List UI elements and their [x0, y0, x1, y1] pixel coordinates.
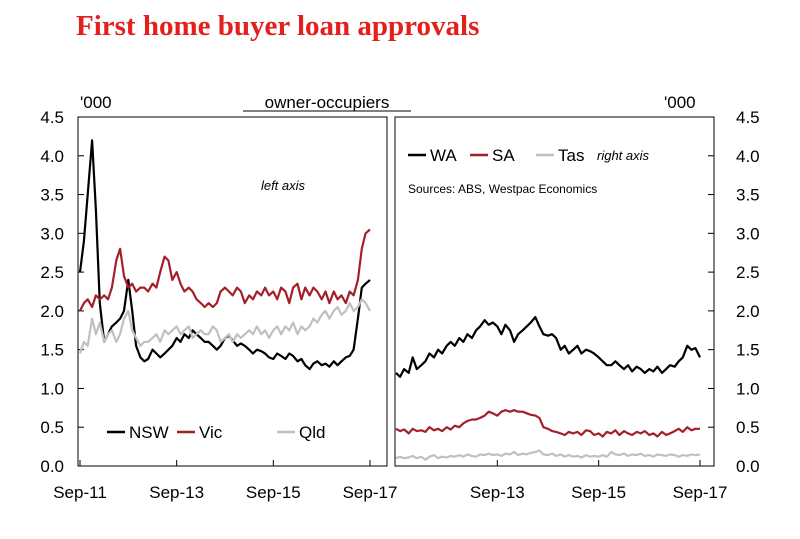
y-tick-label-left: 4.0 [40, 147, 64, 166]
panel-frame-2 [394, 116, 715, 467]
series-line-sa [395, 409, 700, 438]
y-tick-label-right: 4.5 [736, 108, 760, 127]
y-tick-label-left: 3.0 [40, 224, 64, 243]
y-tick-label-right: 3.0 [736, 224, 760, 243]
y-tick-label-right: 0.0 [736, 457, 760, 476]
x-tick-label: Sep-15 [246, 483, 301, 502]
y-tick-label-right: 2.5 [736, 263, 760, 282]
series-line-wa [395, 316, 701, 378]
x-tick-label: Sep-11 [53, 483, 107, 502]
x-tick-label: Sep-13 [149, 483, 204, 502]
panel-frame-1 [77, 116, 388, 467]
legend-label-wa: WA [430, 146, 457, 165]
y-tick-label-left: 1.5 [40, 341, 64, 360]
legend-label-nsw: NSW [129, 423, 169, 442]
y-tick-label-right: 3.5 [736, 186, 760, 205]
legend-label-qld: Qld [299, 423, 325, 442]
series-line-qld [78, 298, 371, 354]
chart-subtitle: owner-occupiers [265, 93, 390, 112]
source-note: Sources: ABS, Westpac Economics [408, 182, 597, 196]
y-tick-label-right: 1.0 [736, 379, 760, 398]
y-tick-label-left: 0.0 [40, 457, 64, 476]
series-line-nsw [78, 139, 371, 371]
series-line-vic [79, 228, 371, 312]
series-line-tas [395, 449, 701, 461]
left-axis-note: left axis [261, 178, 306, 193]
legend-label-vic: Vic [199, 423, 223, 442]
y-tick-label-left: 4.5 [40, 108, 64, 127]
y-tick-label-left: 2.5 [40, 263, 64, 282]
legend-label-tas: Tas [558, 146, 584, 165]
x-tick-label: Sep-17 [343, 483, 398, 502]
y-tick-label-right: 4.0 [736, 147, 760, 166]
x-tick-label: Sep-13 [470, 483, 525, 502]
y-tick-label-right: 1.5 [736, 341, 760, 360]
x-tick-label: Sep-17 [673, 483, 728, 502]
right-axis-unit: '000 [664, 93, 696, 112]
y-tick-label-left: 1.0 [40, 379, 64, 398]
right-axis-note: right axis [597, 148, 650, 163]
legend-label-sa: SA [492, 146, 515, 165]
y-tick-label-right: 0.5 [736, 418, 760, 437]
x-tick-label: Sep-15 [571, 483, 626, 502]
y-tick-label-left: 0.5 [40, 418, 64, 437]
left-axis-unit: '000 [80, 93, 112, 112]
y-tick-label-left: 3.5 [40, 186, 64, 205]
chart-title: First home buyer loan approvals [76, 10, 480, 42]
y-tick-label-left: 2.0 [40, 302, 64, 321]
y-tick-label-right: 2.0 [736, 302, 760, 321]
